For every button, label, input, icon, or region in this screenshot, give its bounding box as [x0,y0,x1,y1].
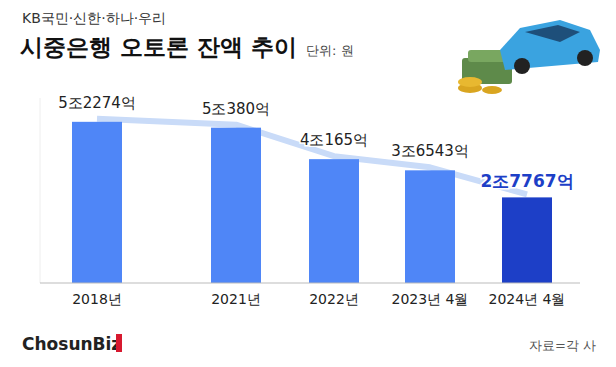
plot-area [72,119,552,283]
x-tick-label: 2022년 [309,291,359,307]
source: 자료=각 사 [529,338,596,353]
x-tick-label: 2018년 [72,291,122,307]
car-money-icon [458,20,600,94]
data-label: 3조6543억 [391,142,469,160]
data-label: 5조2274억 [58,94,136,112]
data-label: 4조165억 [300,131,368,149]
x-tick-label: 2024년 4월 [489,291,566,307]
subtitle: KB국민·신한·하나·우리 [22,10,166,26]
coin [458,77,482,87]
logo: ChosunBiz [22,334,121,354]
bar [309,159,359,283]
car-wheel [514,58,530,74]
car-window [525,25,580,42]
x-tick-label: 2021년 [211,291,261,307]
bar [211,128,261,283]
title: 시중은행 오토론 잔액 추이 [20,34,297,60]
data-label: 5조380억 [202,100,270,118]
coin [482,86,502,94]
data-label: 2조7767억 [480,171,573,191]
bar [72,122,122,283]
unit: 단위: 원 [306,43,354,58]
x-tick-label: 2023년 4월 [392,291,469,307]
bar [502,197,552,283]
x-axis-line [40,283,580,284]
car-wheel [577,50,593,66]
bar [405,170,455,283]
y-axis-line [40,98,41,283]
chart-root: KB국민·신한·하나·우리시중은행 오토론 잔액 추이 단위: 원 5조2274억 5… [0,0,616,367]
logo-accent [116,334,122,352]
